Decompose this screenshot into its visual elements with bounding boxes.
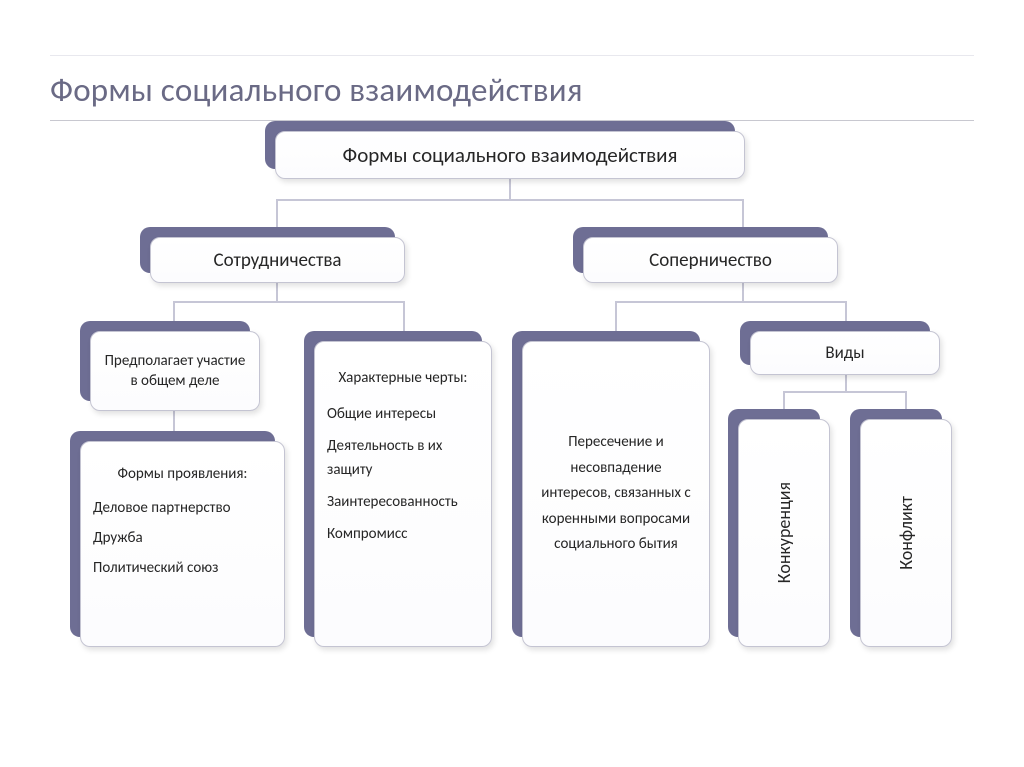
slide-title: Формы социального взаимодействия	[50, 70, 974, 110]
rivalry-desc-text: Пересечение и несовпадение интересов, св…	[535, 430, 697, 558]
traits-item: Заинтересованность	[327, 490, 458, 514]
traits-item: Компромисс	[327, 522, 407, 546]
hierarchy-chart: Формы социального взаимодействия Сотрудн…	[50, 125, 974, 735]
forms-item: Дружба	[93, 526, 143, 550]
connector	[615, 301, 847, 303]
node-cooperation: Сотрудничества	[150, 237, 405, 283]
node-kinds: Виды	[750, 331, 940, 375]
node-rivalry-label: Соперничество	[649, 249, 772, 272]
connector	[173, 301, 405, 303]
node-traits: Характерные черты: Общие интересы Деятел…	[314, 341, 492, 647]
node-forms: Формы проявления: Деловое партнерство Др…	[80, 441, 285, 647]
kinds-label: Виды	[825, 342, 864, 365]
node-participation: Предполагает участие в общем деле	[90, 331, 260, 411]
forms-title: Формы проявления:	[118, 462, 248, 486]
node-kind-competition: Конкуренция	[738, 419, 830, 647]
node-kind-conflict: Конфликт	[860, 419, 952, 647]
traits-item: Общие интересы	[327, 402, 436, 426]
traits-item: Деятельность в их защиту	[327, 434, 479, 482]
connector	[509, 179, 511, 199]
forms-item: Деловое партнерство	[93, 496, 231, 520]
node-participation-text: Предполагает участие в общем деле	[103, 351, 247, 392]
slide: Формы социального взаимодействия Формы с…	[0, 0, 1024, 767]
node-rivalry-desc: Пересечение и несовпадение интересов, св…	[522, 341, 710, 647]
node-root-label: Формы социального взаимодействия	[343, 142, 678, 168]
connector	[276, 199, 744, 201]
connector	[783, 391, 907, 393]
connector	[845, 375, 847, 391]
traits-title: Характерные черты:	[339, 366, 468, 390]
node-rivalry: Соперничество	[583, 237, 838, 283]
title-row: Формы социального взаимодействия	[50, 55, 974, 121]
node-cooperation-label: Сотрудничества	[213, 249, 341, 272]
kind-competition-label: Конкуренция	[773, 482, 795, 583]
kind-conflict-label: Конфликт	[895, 496, 917, 570]
connector	[276, 283, 278, 301]
node-root: Формы социального взаимодействия	[275, 131, 745, 179]
connector	[742, 283, 744, 301]
forms-item: Политический союз	[93, 556, 218, 580]
